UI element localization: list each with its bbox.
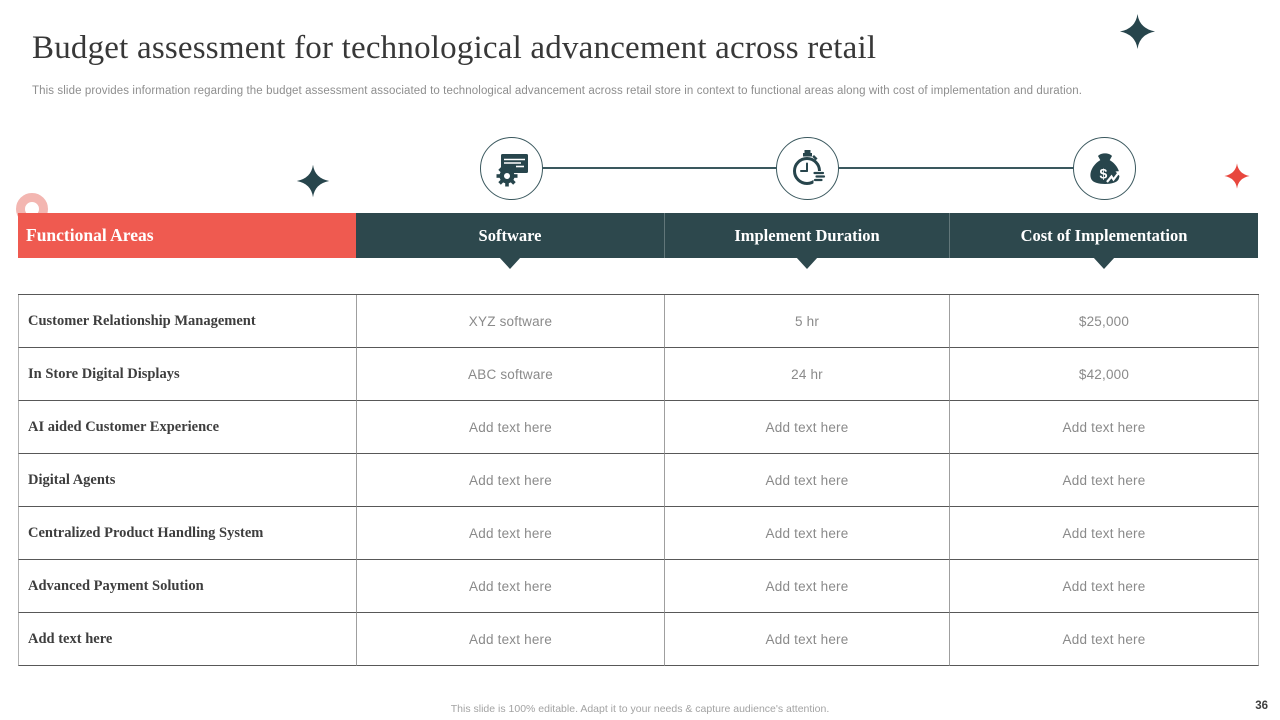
- cell-functional-area: Advanced Payment Solution: [18, 560, 356, 613]
- cell-software: Add text here: [356, 613, 664, 666]
- cell-software: Add text here: [356, 401, 664, 454]
- cell-functional-area: Digital Agents: [18, 454, 356, 507]
- cell-functional-area: Add text here: [18, 613, 356, 666]
- slide-description: This slide provides information regardin…: [32, 85, 1083, 97]
- table-header-band: Software Implement Duration Cost of Impl…: [356, 213, 1258, 258]
- money-bag-icon: $: [1073, 137, 1136, 200]
- footer-note: This slide is 100% editable. Adapt it to…: [450, 703, 830, 715]
- cell-duration: Add text here: [664, 454, 949, 507]
- budget-table: Customer Relationship Management XYZ sof…: [18, 294, 1259, 666]
- cell-cost: $42,000: [949, 348, 1259, 401]
- cell-duration: Add text here: [664, 507, 949, 560]
- cell-functional-area: AI aided Customer Experience: [18, 401, 356, 454]
- header-pointer-triangle: [1093, 257, 1115, 269]
- cell-software: ABC software: [356, 348, 664, 401]
- page-title: Budget assessment for technological adva…: [32, 30, 877, 66]
- cell-functional-area: Customer Relationship Management: [18, 295, 356, 348]
- cell-software: XYZ software: [356, 295, 664, 348]
- table-header-cost-of-implementation: Cost of Implementation: [949, 213, 1258, 258]
- cell-cost: Add text here: [949, 560, 1259, 613]
- cell-duration: 5 hr: [664, 295, 949, 348]
- cell-cost: $25,000: [949, 295, 1259, 348]
- cell-functional-area: In Store Digital Displays: [18, 348, 356, 401]
- software-certificate-icon: [480, 137, 543, 200]
- cell-software: Add text here: [356, 507, 664, 560]
- sparkle-icon: [295, 163, 331, 199]
- cell-cost: Add text here: [949, 401, 1259, 454]
- cell-functional-area: Centralized Product Handling System: [18, 507, 356, 560]
- cell-duration: Add text here: [664, 560, 949, 613]
- sparkle-icon: [1118, 12, 1157, 51]
- table-header-software: Software: [478, 225, 542, 245]
- stopwatch-icon: [776, 137, 839, 200]
- page-number: 36: [1255, 700, 1268, 712]
- cell-duration: 24 hr: [664, 348, 949, 401]
- cell-duration: Add text here: [664, 613, 949, 666]
- cell-cost: Add text here: [949, 454, 1259, 507]
- cell-software: Add text here: [356, 454, 664, 507]
- sparkle-icon: [1223, 162, 1251, 190]
- table-header-functional-areas: Functional Areas: [18, 213, 356, 258]
- cell-software: Add text here: [356, 560, 664, 613]
- table-header-implement-duration: Implement Duration: [664, 213, 949, 258]
- svg-text:$: $: [1099, 165, 1107, 181]
- cell-duration: Add text here: [664, 401, 949, 454]
- cell-cost: Add text here: [949, 507, 1259, 560]
- header-pointer-triangle: [499, 257, 521, 269]
- header-pointer-triangle: [796, 257, 818, 269]
- cell-cost: Add text here: [949, 613, 1259, 666]
